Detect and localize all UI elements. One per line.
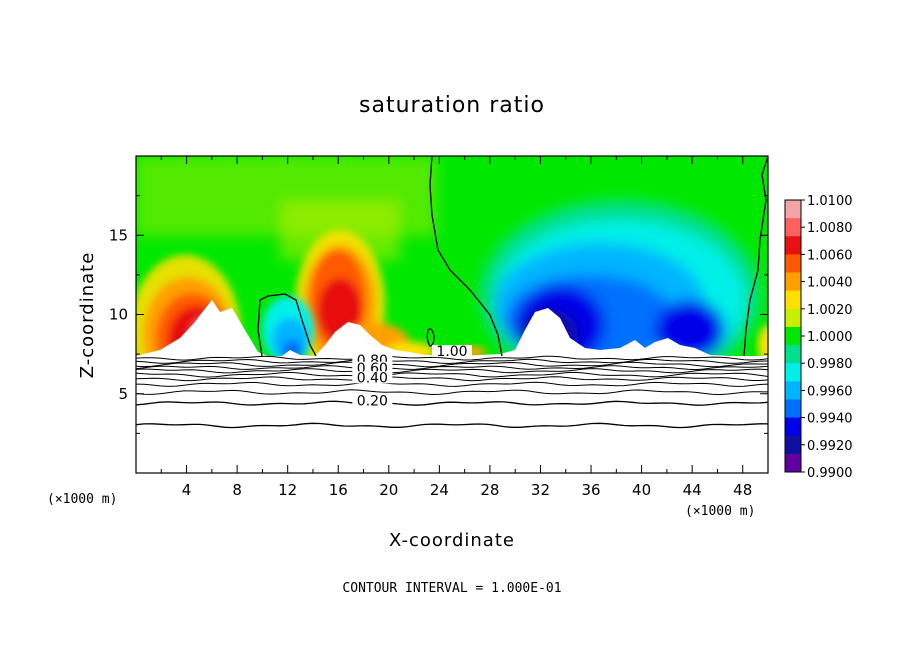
colorbar-segment xyxy=(785,417,801,437)
colorbar-segment xyxy=(785,435,801,455)
plot-area xyxy=(136,156,768,473)
surface-contour-line xyxy=(136,371,768,378)
surface-contour-line xyxy=(136,365,768,371)
surface-contour-line xyxy=(136,389,768,396)
colorbar-label: 1.0040 xyxy=(807,276,853,291)
warm-edge-right xyxy=(758,325,768,365)
contour-1-00-middle xyxy=(429,156,503,357)
x-axis: 4 8 12 16 20 24 28 32 36 40 44 48 xyxy=(160,156,752,499)
y-tick-label: 10 xyxy=(109,306,128,324)
cool-pocket-12 xyxy=(262,296,314,364)
x-tick-label: 16 xyxy=(329,481,348,499)
colorbar-label: 1.0020 xyxy=(807,303,853,318)
contour-labels: 1.000.800.600.400.20 xyxy=(352,344,472,409)
colorbar-segment xyxy=(785,254,801,274)
contour-1-00-loop xyxy=(426,328,435,347)
surface-contour-line xyxy=(136,381,768,387)
contour-1-00-right xyxy=(743,156,768,357)
colorbar: 1.0100 1.0080 1.0060 1.0040 1.0020 1.0000 0.99… xyxy=(784,194,853,481)
colorbar-label: 0.9960 xyxy=(807,384,853,399)
y-axis: 5 10 15 xyxy=(109,195,768,434)
colorbar-label: 0.9980 xyxy=(807,357,853,372)
colorbar-label: 0.9920 xyxy=(807,439,853,454)
colorbar-segment xyxy=(785,399,801,419)
surface-contour-line xyxy=(136,376,768,382)
x-tick-label: 24 xyxy=(430,481,449,499)
colorbar-segment xyxy=(785,290,801,310)
x-tick-label: 28 xyxy=(480,481,499,499)
x-tick-label: 40 xyxy=(632,481,651,499)
surface-contour-line xyxy=(136,422,768,429)
colorbar-label: 1.0000 xyxy=(807,330,853,345)
colorbar-label: 1.0080 xyxy=(807,221,853,236)
surface-contour-lines xyxy=(136,355,768,429)
surface-contour-line xyxy=(136,361,768,368)
chart-title: saturation ratio xyxy=(359,93,545,118)
x-tick-label: 12 xyxy=(278,481,297,499)
x-axis-title: X-coordinate xyxy=(389,530,515,551)
surface-contour-line xyxy=(136,368,768,374)
x-tick-label: 32 xyxy=(531,481,550,499)
surface-contour-line xyxy=(136,358,768,365)
contour-label-background xyxy=(432,345,472,358)
colorbar-label: 0.9900 xyxy=(807,466,853,481)
colorbar-segment xyxy=(785,272,801,292)
contour-label: 0.20 xyxy=(357,393,388,409)
colorbar-label: 1.0060 xyxy=(807,248,853,263)
y-tick-label: 15 xyxy=(109,226,128,244)
y-tick-label: 5 xyxy=(118,385,128,403)
x-tick-label: 48 xyxy=(733,481,752,499)
colorbar-segment xyxy=(785,308,801,328)
x-tick-label: 44 xyxy=(683,481,702,499)
x-tick-label: 8 xyxy=(232,481,242,499)
colorbar-segment xyxy=(785,345,801,364)
x-tick-label: 36 xyxy=(581,481,600,499)
colorbar-segment xyxy=(785,326,801,346)
contour-label: 0.40 xyxy=(357,370,388,386)
colorbar-segment xyxy=(785,236,801,255)
colorbar-label: 1.0100 xyxy=(807,194,853,209)
surface-contour-line xyxy=(136,355,768,361)
contour-label-background xyxy=(352,371,393,384)
colorbar-segment xyxy=(785,381,801,400)
colorbar-segment xyxy=(785,453,801,473)
colorbar-segment xyxy=(785,218,801,237)
colorbar-label: 0.9940 xyxy=(807,412,853,427)
x-unit-label-left: (×1000 m) xyxy=(47,492,117,507)
x-tick-label: 20 xyxy=(379,481,398,499)
contour-label: 1.00 xyxy=(436,344,467,360)
y-axis-title: Z-coordinate xyxy=(77,252,98,379)
colorbar-segment xyxy=(785,200,801,219)
colorbar-segment xyxy=(785,363,801,382)
contour-1-00-left xyxy=(257,293,317,357)
x-tick-label: 4 xyxy=(182,481,192,499)
x-unit-label-right: (×1000 m) xyxy=(685,504,755,519)
contour-label-background xyxy=(352,394,393,407)
contour-label-background xyxy=(352,361,393,374)
contour-interval-note: CONTOUR INTERVAL = 1.000E-01 xyxy=(342,581,561,596)
surface-contour-line xyxy=(136,400,768,406)
